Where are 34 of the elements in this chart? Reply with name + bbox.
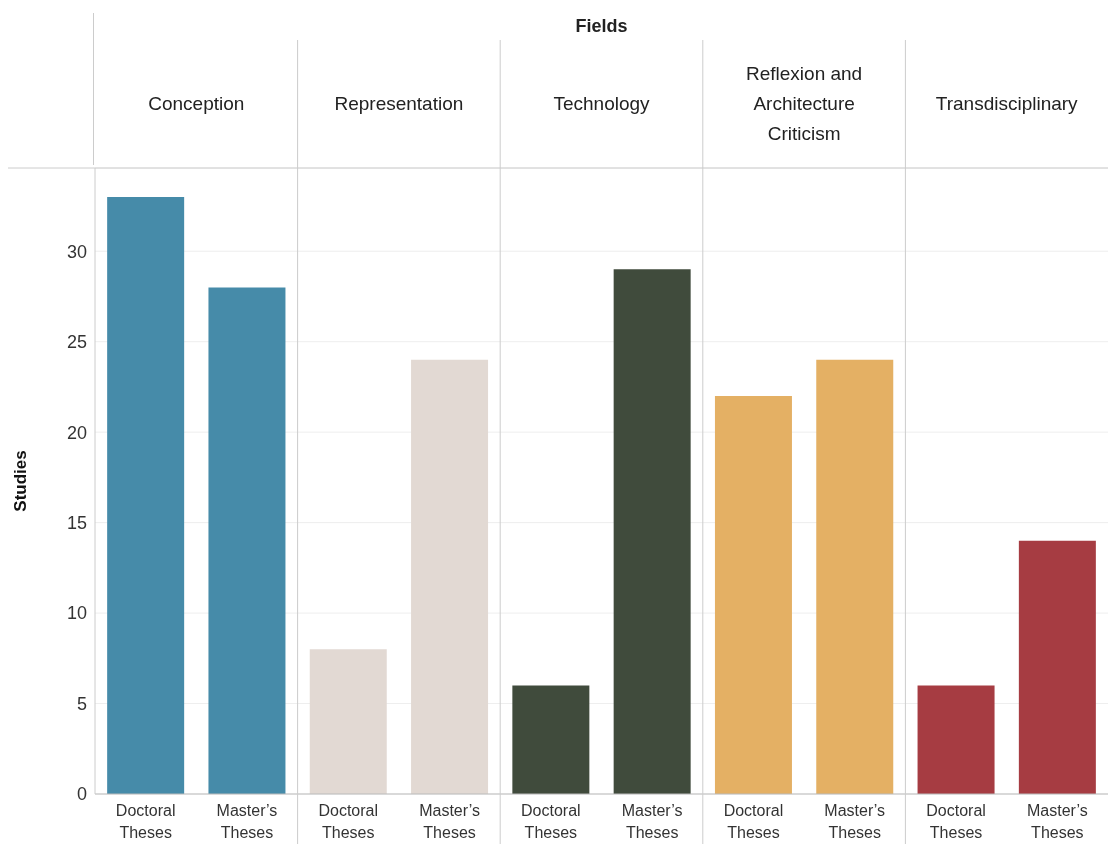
y-axis-title: Studies [11,450,31,512]
x-tick-label: Master’s Theses [216,802,278,841]
bar [208,287,286,794]
x-tick-label: Master’s Theses [1026,802,1088,841]
text: Technology [553,92,650,116]
y-tick-label: 20 [66,422,87,443]
x-tick-label: Doctoral Theses [115,802,176,841]
bar [107,196,185,794]
y-tick-label: 5 [76,693,87,714]
x-tick-label: Doctoral Theses [723,802,784,841]
y-tick-label: 0 [76,784,87,805]
bar [309,649,387,794]
bar [512,685,590,794]
x-tick-label: Master’s Theses [824,802,886,841]
bar [816,359,894,794]
text: Representation [334,92,464,116]
text: Reflexion and Architecture Criticism [745,62,864,146]
x-tick-label: Master’s Theses [621,802,683,841]
x-tick-label: Doctoral Theses [318,802,379,841]
bar [917,685,995,794]
text: Conception [148,92,245,116]
bar [411,359,489,794]
x-tick-label: Doctoral Theses [521,802,581,841]
bar [714,395,792,794]
y-tick-label: 30 [66,241,87,262]
y-tick-label: 15 [66,513,87,533]
x-tick-label: Master’s Theses [419,802,480,841]
y-tick-label: 25 [66,332,87,353]
x-tick-label: Doctoral Theses [926,802,986,841]
bar [613,269,691,794]
y-tick-label: 10 [66,603,87,624]
chart-title: Fields [574,16,629,37]
text: Transdisciplinary [935,92,1078,116]
bar [1018,540,1096,794]
